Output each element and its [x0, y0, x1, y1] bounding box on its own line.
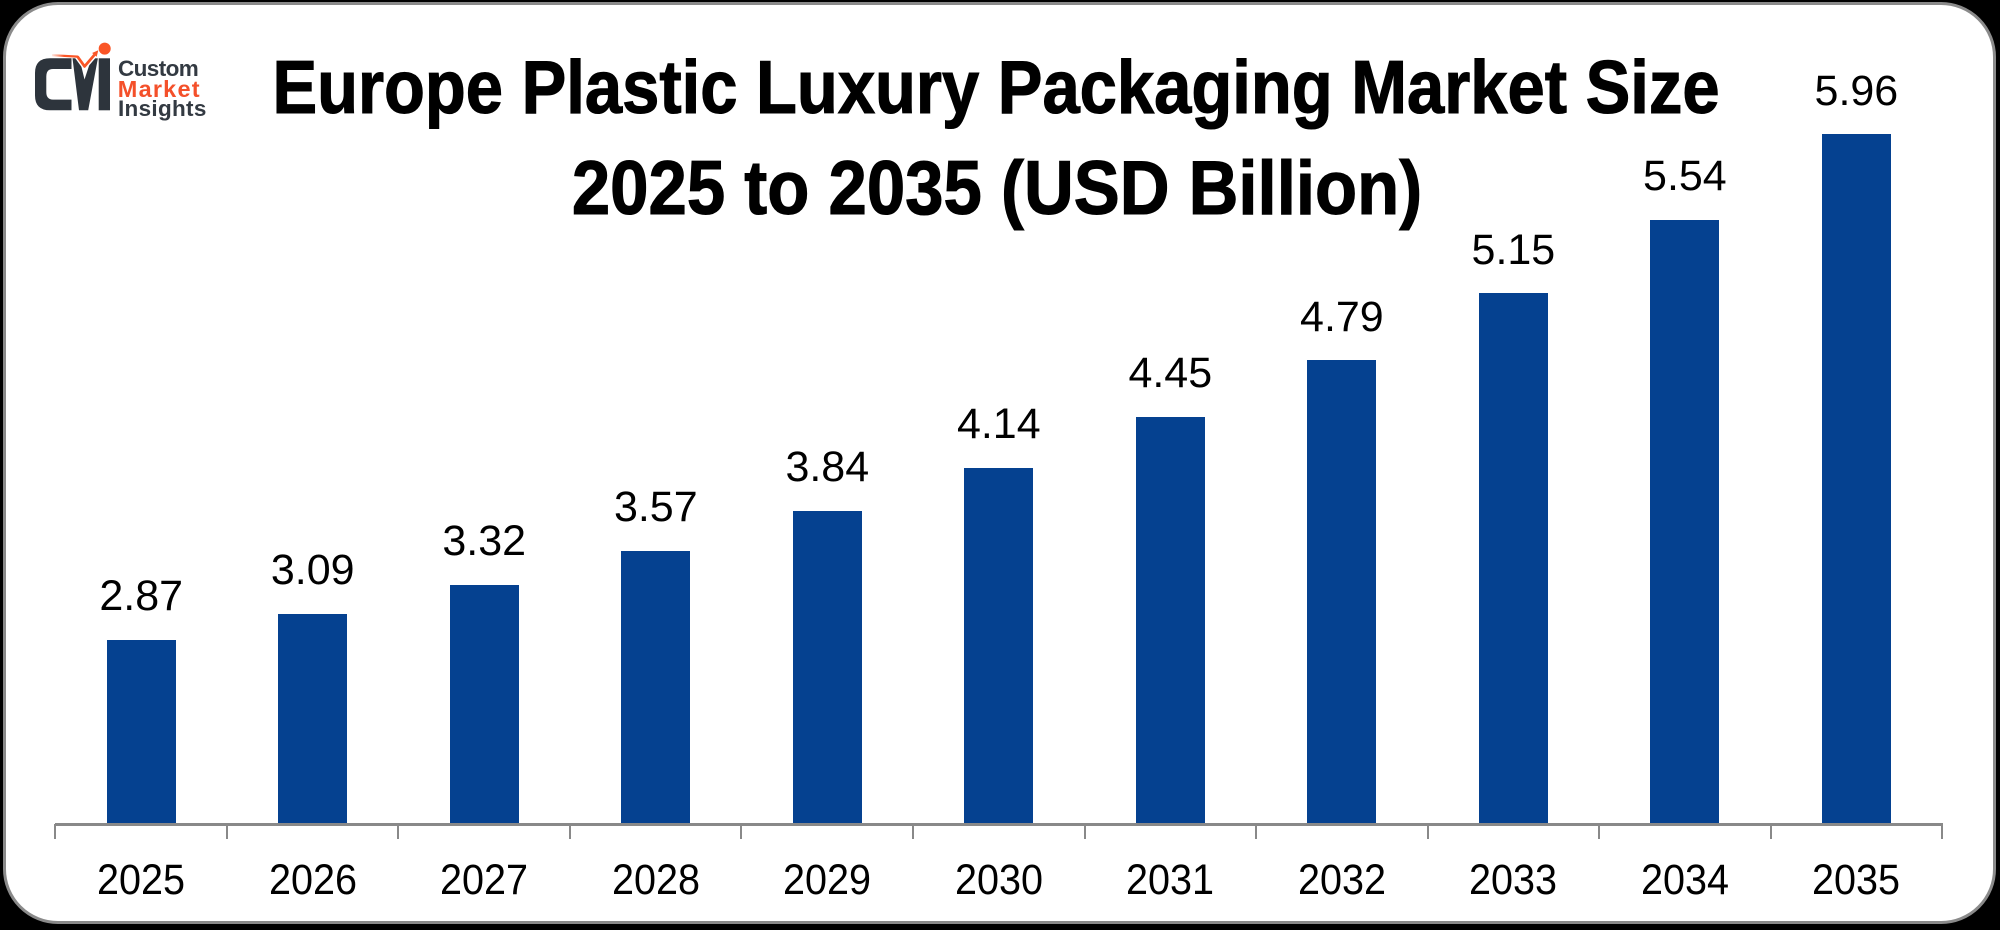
svg-text:Custom: Custom [118, 56, 198, 81]
svg-text:Insights: Insights [118, 96, 207, 121]
svg-text:Market: Market [118, 76, 201, 102]
